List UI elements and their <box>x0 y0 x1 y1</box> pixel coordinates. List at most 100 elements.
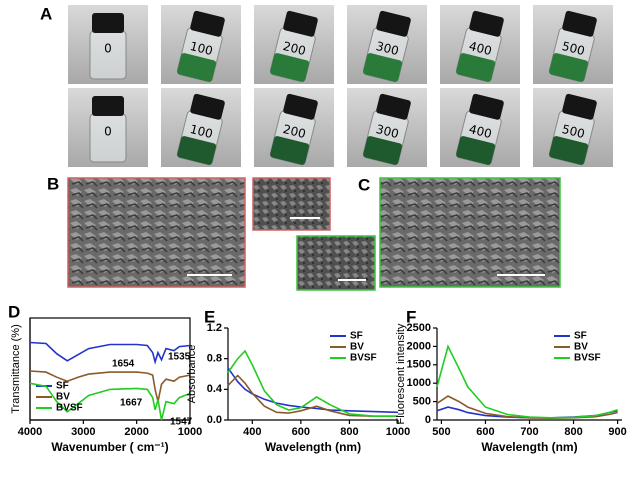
vial-label: 200 <box>282 39 308 58</box>
vial-label: 500 <box>561 122 587 141</box>
x-tick-label: 1000 <box>386 426 410 438</box>
y-axis-label: Fluorescent intensity <box>395 323 407 424</box>
x-axis-label: Wavelength (nm) <box>265 440 361 454</box>
y-tick-label: 1000 <box>407 377 431 389</box>
legend-label: SF <box>350 331 363 342</box>
plot-frame <box>29 317 191 421</box>
legend-label: BV <box>350 342 364 353</box>
vial-label: 100 <box>189 122 215 141</box>
annotation: 1667 <box>120 398 143 409</box>
y-tick-label: 0.0 <box>207 414 222 426</box>
sem-image <box>379 177 561 288</box>
vial: 400 <box>455 93 504 166</box>
vial-label: 100 <box>189 39 215 58</box>
panel-label: C <box>358 175 370 194</box>
y-tick-label: 500 <box>413 396 431 408</box>
y-tick-label: 0 <box>425 414 431 426</box>
x-tick-label: 1000 <box>178 426 202 438</box>
annotation: 1535 <box>168 352 191 363</box>
y-axis-label: Absorbance <box>186 345 198 404</box>
vial-cap <box>92 13 124 33</box>
x-tick-label: 600 <box>292 426 310 438</box>
vial-label: 0 <box>104 42 112 56</box>
y-tick-label: 0.4 <box>207 383 223 395</box>
vial-cap <box>376 93 411 120</box>
y-tick-label: 2500 <box>407 322 431 334</box>
y-tick-label: 2000 <box>407 340 431 352</box>
series-line <box>227 367 399 414</box>
vial: 300 <box>362 93 411 166</box>
y-tick-label: 0.8 <box>207 353 222 365</box>
annotation: 1547 <box>170 417 193 428</box>
vial: 100 <box>176 93 225 166</box>
series-line <box>29 370 191 402</box>
vial-cap <box>283 10 318 37</box>
legend-label: BVSF <box>350 353 377 364</box>
vial-liquid <box>456 136 496 165</box>
x-axis-label: Wavenumber ( cm⁻¹) <box>51 440 168 454</box>
sem-image <box>296 235 376 291</box>
vial-liquid <box>177 136 217 165</box>
legend-label: SF <box>574 331 587 342</box>
vial-liquid <box>363 136 403 165</box>
sem-image <box>67 177 246 288</box>
vial-cap <box>469 93 504 120</box>
panel-label: D <box>8 302 20 321</box>
series-line <box>227 349 398 417</box>
vial: 400 <box>455 10 504 83</box>
x-tick-label: 800 <box>564 426 582 438</box>
vial-liquid <box>270 53 310 82</box>
vial-cap <box>469 10 504 37</box>
series-line <box>29 341 191 365</box>
vial-liquid <box>177 53 217 82</box>
panel-label: B <box>47 174 59 193</box>
vial-cap <box>190 10 225 37</box>
panel-label: F <box>406 307 416 326</box>
vial: 200 <box>269 93 318 166</box>
legend-label: BVSF <box>56 403 83 414</box>
vial: 0 <box>89 13 127 80</box>
vial-liquid <box>549 53 589 82</box>
series-line <box>436 395 618 420</box>
x-tick-label: 4000 <box>18 426 42 438</box>
series-line <box>436 344 618 419</box>
x-axis-label: Wavelength (nm) <box>481 440 577 454</box>
vial: 500 <box>548 93 597 166</box>
x-tick-label: 900 <box>608 426 626 438</box>
vial-label: 300 <box>375 122 401 141</box>
legend-label: BV <box>56 392 70 403</box>
vial-cap <box>283 93 318 120</box>
vial-liquid <box>549 136 589 165</box>
x-tick-label: 400 <box>243 426 261 438</box>
vial-label: 500 <box>561 39 587 58</box>
vial-liquid <box>456 53 496 82</box>
x-tick-label: 600 <box>476 426 494 438</box>
legend-label: SF <box>56 381 69 392</box>
legend-label: BVSF <box>574 353 601 364</box>
x-tick-label: 2000 <box>124 426 148 438</box>
panel-label: A <box>40 4 52 23</box>
y-axis-label: Transmittance (%) <box>10 324 22 413</box>
legend-label: BV <box>574 342 588 353</box>
vial: 200 <box>269 10 318 83</box>
vial-label: 200 <box>282 122 308 141</box>
x-tick-label: 3000 <box>71 426 95 438</box>
series-line <box>29 382 191 421</box>
x-tick-label: 500 <box>432 426 450 438</box>
sem-image <box>252 177 331 231</box>
vial-liquid <box>363 53 403 82</box>
vial: 0 <box>89 96 127 163</box>
x-tick-label: 700 <box>520 426 538 438</box>
vial-label: 400 <box>468 122 494 141</box>
vial-label: 300 <box>375 39 401 58</box>
vial-liquid <box>270 136 310 165</box>
sem-images <box>67 177 561 291</box>
x-tick-label: 800 <box>340 426 358 438</box>
vial-cap <box>190 93 225 120</box>
y-tick-label: 1.2 <box>207 322 222 334</box>
vial-cap <box>376 10 411 37</box>
vial-label: 400 <box>468 39 494 58</box>
annotation: 1654 <box>112 359 135 370</box>
vial: 100 <box>176 10 225 83</box>
